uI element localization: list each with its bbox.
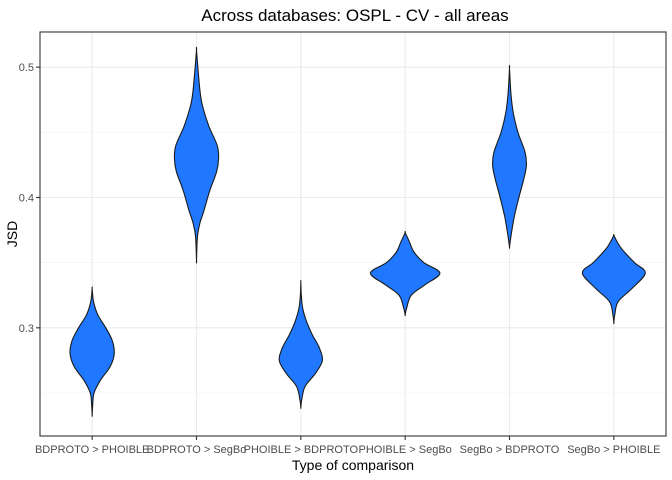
violin-6 xyxy=(581,233,646,325)
x-tick-label: BDPROTO > PHOIBLE xyxy=(35,444,149,456)
x-tick-label: PHOIBLE > BDPROTO xyxy=(244,444,359,456)
y-tick-label: 0.4 xyxy=(19,193,34,205)
y-tick-label: 0.5 xyxy=(19,62,34,74)
violin-4 xyxy=(369,231,441,317)
x-tick-label: PHOIBLE > SegBo xyxy=(359,444,452,456)
chart-title: Across databases: OSPL - CV - all areas xyxy=(201,6,508,25)
x-tick-label: SegBo > BDPROTO xyxy=(460,444,560,456)
panel-border xyxy=(39,31,667,437)
y-axis-title: JSD xyxy=(4,221,20,247)
y-tick-label: 0.3 xyxy=(19,323,34,335)
x-tick-label: BDPROTO > SegBo xyxy=(147,444,247,456)
y-axis: 0.3 0.4 0.5 xyxy=(19,62,40,335)
x-tick-label: SegBo > PHOIBLE xyxy=(567,444,660,456)
x-axis-title: Type of comparison xyxy=(292,457,414,473)
violin-3 xyxy=(278,280,324,409)
violin-5 xyxy=(492,64,527,249)
grid-lines xyxy=(40,32,666,436)
violin-2 xyxy=(173,46,220,264)
violin-1 xyxy=(69,286,115,417)
violins xyxy=(69,46,646,417)
